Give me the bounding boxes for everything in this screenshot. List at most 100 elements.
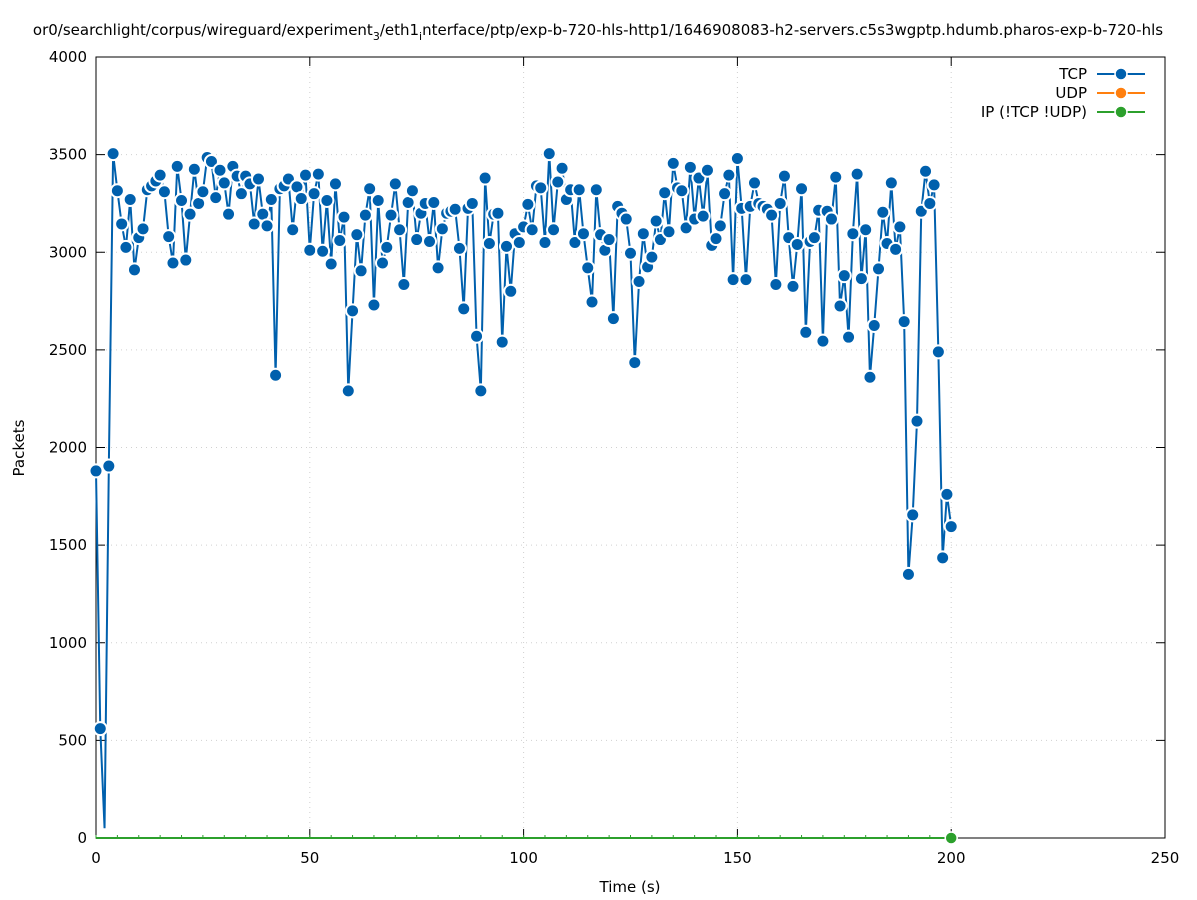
tcp-data-point: [541, 146, 557, 162]
tcp-data-point: [537, 234, 553, 250]
tcp-data-point: [785, 278, 801, 294]
tcp-data-point: [345, 303, 361, 319]
tcp-data-point: [588, 182, 604, 198]
tcp-data-point: [909, 413, 925, 429]
tcp-data-point: [383, 207, 399, 223]
tcp-data-point: [268, 367, 284, 383]
tcp-data-point: [845, 226, 861, 242]
tcp-data-point: [88, 463, 104, 479]
tcp-data-point: [862, 369, 878, 385]
tcp-data-point: [832, 298, 848, 314]
tcp-data-point: [888, 241, 904, 257]
tcp-data-point: [828, 169, 844, 185]
tcp-data-point: [404, 183, 420, 199]
y-axis-label: Packets: [10, 419, 28, 476]
tcp-data-point: [362, 181, 378, 197]
y-tick-label: 1500: [49, 536, 87, 554]
tcp-data-point: [806, 230, 822, 246]
tcp-data-point: [451, 240, 467, 256]
legend-label: UDP: [1055, 84, 1087, 102]
tcp-data-point: [896, 314, 912, 330]
tcp-data-point: [285, 222, 301, 238]
tcp-data-point: [926, 177, 942, 193]
legend-label: TCP: [1058, 65, 1087, 83]
tcp-data-point: [524, 222, 540, 238]
tcp-data-point: [233, 186, 249, 202]
tcp-data-point: [631, 274, 647, 290]
tcp-data-point: [323, 256, 339, 272]
tcp-data-point: [768, 276, 784, 292]
tcp-data-point: [712, 218, 728, 234]
y-tick-label: 1000: [49, 634, 87, 652]
axis-ticks: 0 500 1000 1500 2000 2500 3000 3500 4000 0 50 100 15…: [49, 48, 1180, 867]
tcp-data-point: [302, 242, 318, 258]
tcp-data-point: [315, 243, 331, 259]
tcp-data-point: [105, 146, 121, 162]
tcp-data-point: [635, 226, 651, 242]
tcp-data-point: [447, 201, 463, 217]
tcp-data-point: [426, 194, 442, 210]
tcp-data-point: [259, 218, 275, 234]
tcp-data-point: [853, 271, 869, 287]
tcp-data-point: [370, 193, 386, 209]
tcp-data-point: [195, 184, 211, 200]
tcp-data-point: [490, 205, 506, 221]
tcp-data-point: [623, 245, 638, 261]
tcp-data-point: [601, 232, 617, 248]
tcp-data-point: [849, 166, 865, 182]
y-tick-label: 500: [58, 731, 87, 749]
tcp-data-point: [815, 333, 831, 349]
tcp-data-point: [648, 213, 664, 229]
x-axis-label: Time (s): [599, 878, 661, 896]
x-tick-label: 250: [1151, 849, 1180, 867]
tcp-data-point: [836, 268, 852, 284]
tcp-data-point: [319, 193, 335, 209]
tcp-data-point: [422, 234, 438, 250]
tcp-data-point: [866, 317, 882, 333]
tcp-data-point: [212, 162, 228, 178]
tcp-data-point: [520, 196, 536, 212]
tcp-data-point: [892, 219, 908, 235]
legend-marker: [1114, 105, 1128, 119]
tcp-data-point: [165, 255, 181, 271]
tcp-data-point: [657, 185, 673, 201]
tcp-data-point: [871, 261, 887, 277]
y-tick-label: 3000: [49, 243, 87, 261]
tcp-data-point: [366, 297, 382, 313]
tcp-data-point: [494, 334, 510, 350]
tcp-data-point: [665, 155, 681, 171]
tcp-data-point: [216, 175, 232, 191]
tcp-data-point: [511, 234, 527, 250]
tcp-data-point: [114, 216, 130, 232]
tcp-data-point: [122, 192, 138, 208]
tcp-data-point: [682, 159, 698, 175]
tcp-data-point: [340, 383, 356, 399]
tcp-data-point: [764, 207, 780, 223]
tcp-data-point: [823, 211, 839, 227]
tcp-data-point: [644, 249, 660, 265]
tcp-data-point: [661, 224, 677, 240]
tcp-data-point: [605, 311, 621, 327]
tcp-data-point: [674, 183, 690, 199]
x-tick-label: 0: [91, 849, 101, 867]
tcp-data-point: [327, 176, 343, 192]
tcp-data-point: [708, 231, 724, 247]
tcp-data-point: [943, 519, 959, 535]
y-tick-label: 2000: [49, 439, 87, 457]
tcp-data-point: [169, 158, 185, 174]
tcp-data-point: [221, 206, 237, 222]
tcp-data-point: [392, 222, 408, 238]
tcp-data-point: [678, 220, 694, 236]
tcp-data-point: [738, 272, 754, 288]
tcp-data-point: [789, 236, 805, 252]
tcp-data-point: [374, 255, 390, 271]
tcp-data-point: [747, 175, 763, 191]
y-tick-label: 3500: [49, 146, 87, 164]
tcp-data-point: [875, 204, 891, 220]
tcp-data-point: [584, 294, 600, 310]
tcp-data-point: [118, 239, 134, 255]
tcp-data-point: [306, 186, 322, 202]
tcp-data-point: [387, 176, 403, 192]
